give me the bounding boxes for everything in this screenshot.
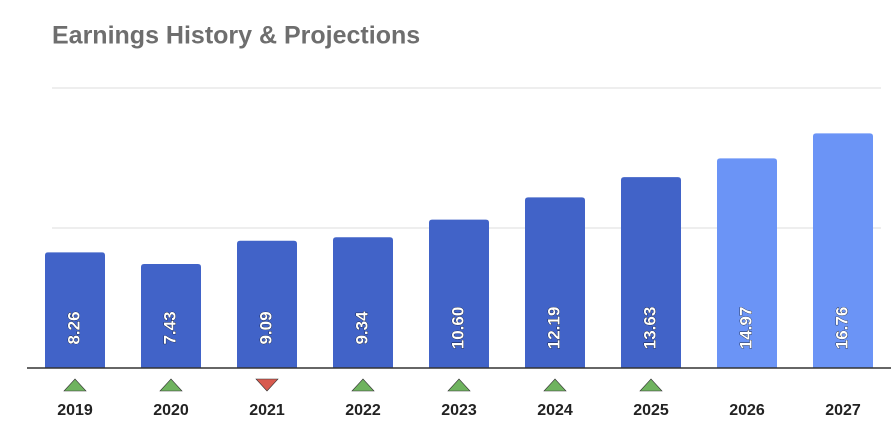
trend-marker xyxy=(255,378,279,392)
value-label: 8.26 xyxy=(64,311,83,344)
bar xyxy=(429,219,489,368)
trend-marker xyxy=(63,378,87,392)
x-tick-label: 2026 xyxy=(729,402,765,419)
value-label: 9.34 xyxy=(352,311,371,345)
trend-marker xyxy=(639,378,663,392)
x-tick-label: 2022 xyxy=(345,402,381,419)
trend-marker xyxy=(447,378,471,392)
bar xyxy=(141,263,201,368)
value-label: 16.76 xyxy=(832,307,851,350)
value-label: 7.43 xyxy=(160,311,179,344)
x-tick-label: 2019 xyxy=(57,402,93,419)
bar xyxy=(237,240,297,368)
x-tick-label: 2020 xyxy=(153,402,189,419)
x-tick-label: 2025 xyxy=(633,402,669,419)
value-label: 9.09 xyxy=(256,311,275,344)
bar xyxy=(717,158,777,368)
trend-marker xyxy=(543,378,567,392)
value-label: 10.60 xyxy=(448,307,467,350)
x-tick-label: 2024 xyxy=(537,402,573,419)
bar xyxy=(621,177,681,368)
bar xyxy=(525,197,585,368)
x-tick-label: 2021 xyxy=(249,402,285,419)
chart-title: Earnings History & Projections xyxy=(52,22,420,50)
value-label: 14.97 xyxy=(736,307,755,350)
x-tick-label: 2023 xyxy=(441,402,477,419)
value-label: 12.19 xyxy=(544,307,563,350)
bar xyxy=(45,252,105,368)
trend-marker xyxy=(159,378,183,392)
bar xyxy=(333,237,393,368)
x-tick-label: 2027 xyxy=(825,402,861,419)
trend-marker xyxy=(351,378,375,392)
bar xyxy=(813,133,873,368)
value-label: 13.63 xyxy=(640,307,659,350)
